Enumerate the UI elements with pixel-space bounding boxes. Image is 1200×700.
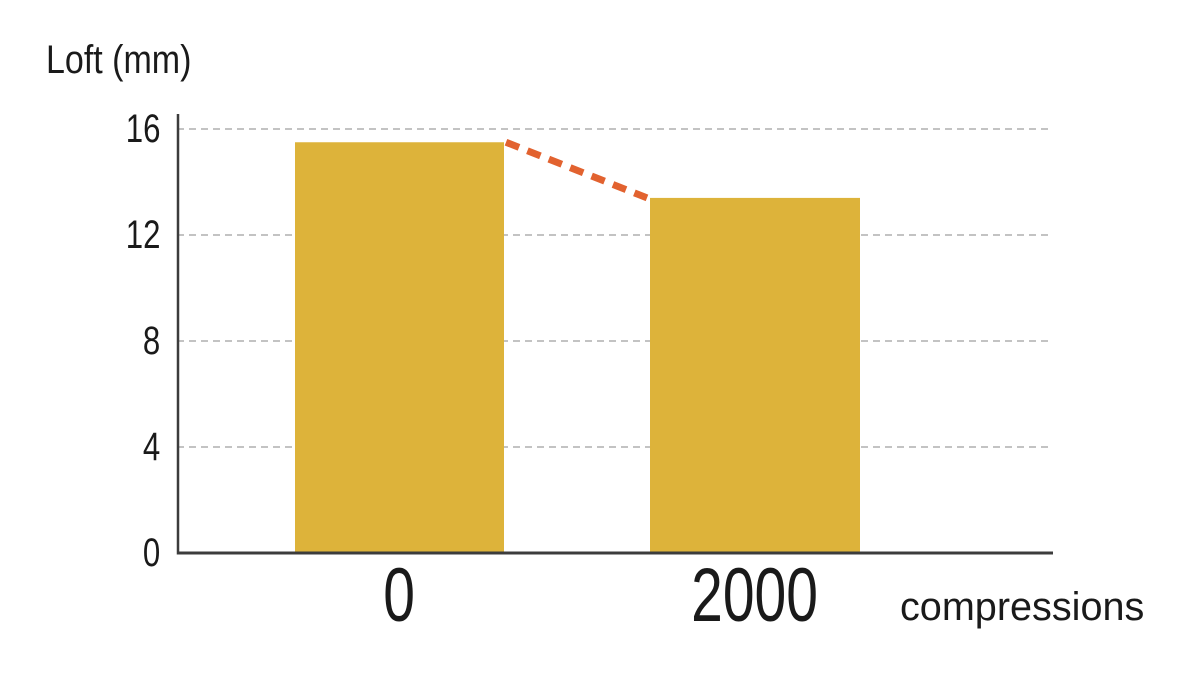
- y-tick-label-4: 4: [50, 422, 160, 472]
- x-axis-unit-label: compressions: [900, 583, 1147, 631]
- x-axis-unit-text: compressions: [900, 585, 1145, 629]
- y-axis-title: Loft (mm): [46, 36, 217, 84]
- y-tick-label-12: 12: [50, 210, 160, 260]
- y-tick-label-16: 16: [50, 104, 160, 154]
- y-tick-label-0: 0: [50, 528, 160, 578]
- x-tick-label-2000: 2000: [605, 556, 905, 636]
- y-tick-text: 8: [142, 319, 160, 363]
- y-tick-label-8: 8: [50, 316, 160, 366]
- y-tick-text: 4: [142, 425, 160, 469]
- x-tick-label-0: 0: [250, 556, 550, 636]
- x-tick-text: 2000: [691, 553, 819, 638]
- y-axis-title-label: Loft (mm): [46, 38, 192, 82]
- bar-2000: [650, 197, 860, 553]
- y-tick-text: 16: [125, 107, 160, 151]
- x-tick-text: 0: [383, 553, 416, 638]
- bar-0: [295, 142, 504, 553]
- decline-connector-line: [504, 138, 649, 202]
- y-tick-text: 0: [142, 531, 160, 575]
- y-tick-text: 12: [125, 213, 160, 257]
